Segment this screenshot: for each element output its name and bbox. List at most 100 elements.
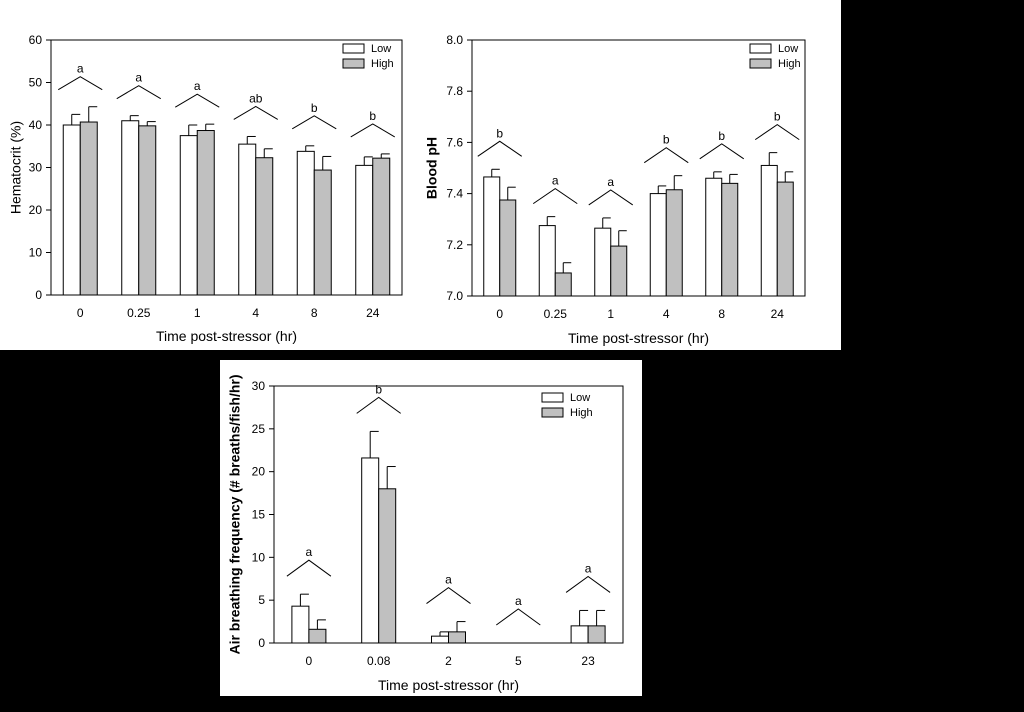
bar-low [431, 635, 449, 644]
bar-low [570, 625, 589, 644]
y-tick-label: 20 [29, 203, 43, 217]
legend-swatch-low [749, 43, 772, 54]
significance-bracket [116, 85, 162, 100]
y-tick-label: 8.0 [446, 33, 463, 47]
x-tick-label: 1 [607, 307, 614, 321]
x-axis-title: Time post-stressor (hr) [156, 328, 297, 344]
significance-bracket [588, 189, 634, 206]
x-tick-label: 0.25 [127, 306, 151, 320]
x-tick-label: 8 [311, 306, 318, 320]
x-tick-label: 24 [366, 306, 380, 320]
significance-bracket [174, 93, 220, 108]
significance-letter: a [585, 561, 592, 575]
bar-high [587, 625, 606, 644]
x-tick-label: 8 [718, 307, 725, 321]
x-axis-title: Time post-stressor (hr) [378, 677, 519, 693]
x-tick-label: 5 [515, 654, 522, 668]
bar-high [313, 169, 332, 296]
bar-low [361, 457, 380, 644]
bar-high [665, 189, 683, 297]
bar-high [448, 631, 466, 644]
bar-high [79, 121, 98, 296]
significance-bracket [477, 140, 523, 157]
y-tick-label: 30 [252, 379, 266, 393]
significance-letter: a [515, 594, 522, 608]
significance-bracket [643, 147, 689, 164]
bar-high [138, 125, 157, 296]
legend-label: High [570, 407, 593, 419]
significance-bracket [699, 143, 745, 160]
bar-low [238, 143, 257, 296]
significance-letter: a [445, 573, 452, 587]
y-tick-label: 7.6 [446, 135, 463, 149]
x-tick-label: 0 [77, 306, 84, 320]
y-axis-title: Air breathing frequency (# breaths/fish/… [227, 374, 243, 654]
y-tick-label: 20 [252, 465, 266, 479]
plot-frame [471, 39, 806, 297]
legend-swatch-high [342, 58, 365, 69]
air-breathing-chart-panel: 0 5 10 15 20 25 30 0 0.08 2 5 23 a b a a a Time post-stre… [220, 360, 642, 696]
bar-high [255, 157, 274, 296]
x-tick-label: 0.25 [544, 307, 568, 321]
bar-high [499, 199, 517, 297]
y-axis-title: Hematocrit (%) [8, 121, 24, 214]
x-tick-label: 1 [194, 306, 201, 320]
significance-bracket [57, 76, 103, 91]
significance-letter: b [774, 110, 781, 124]
y-tick-label: 5 [258, 593, 265, 607]
legend-label: Low [778, 43, 798, 55]
bar-high [776, 181, 794, 297]
x-axis-title: Time post-stressor (hr) [568, 330, 709, 346]
legend-label: High [778, 58, 801, 70]
legend-swatch-high [541, 407, 564, 418]
significance-bracket [426, 586, 471, 604]
y-tick-label: 10 [252, 550, 266, 564]
y-tick-label: 30 [29, 161, 43, 175]
bar-high [372, 157, 391, 296]
significance-letter: a [135, 71, 142, 85]
y-tick-label: 40 [29, 118, 43, 132]
significance-letter: b [311, 101, 318, 115]
y-tick-label: 7.2 [446, 238, 463, 252]
significance-bracket [532, 188, 578, 205]
significance-letter: a [552, 174, 559, 188]
x-tick-label: 24 [771, 307, 785, 321]
bar-high [378, 488, 397, 644]
bar-high [554, 272, 572, 297]
legend-label: Low [570, 392, 590, 404]
y-tick-label: 60 [29, 33, 43, 47]
bar-high [196, 130, 215, 296]
bar-low [649, 193, 667, 297]
x-tick-label: 2 [445, 654, 452, 668]
significance-letter: a [607, 175, 614, 189]
y-tick-label: 0 [258, 636, 265, 650]
significance-bracket [286, 559, 332, 577]
legend-label: High [371, 58, 394, 70]
bar-high [610, 245, 628, 297]
y-tick-label: 7.4 [446, 187, 463, 201]
y-tick-label: 7.8 [446, 84, 463, 98]
significance-bracket [291, 115, 337, 130]
bar-low [538, 225, 556, 297]
blood-ph-chart-panel: 7.0 7.2 7.4 7.6 7.8 8.0 0 0.25 1 4 8 24 b a a b b b Time p… [420, 0, 841, 350]
x-tick-label: 23 [581, 654, 595, 668]
x-tick-label: 4 [663, 307, 670, 321]
x-tick-label: 0.08 [367, 654, 391, 668]
bar-low [62, 124, 81, 296]
legend-swatch-low [541, 392, 564, 403]
x-tick-label: 0 [306, 654, 313, 668]
bar-low [179, 135, 198, 296]
significance-letter: a [77, 62, 84, 76]
significance-letter: b [496, 126, 503, 140]
y-tick-label: 10 [29, 246, 43, 260]
significance-bracket [356, 396, 401, 414]
bar-low [483, 176, 501, 297]
bar-low [705, 177, 723, 297]
significance-letter: b [663, 133, 670, 147]
significance-bracket [565, 575, 611, 593]
legend-label: Low [371, 43, 391, 55]
blood-ph-chart: 7.0 7.2 7.4 7.6 7.8 8.0 0 0.25 1 4 8 24 b a a b b b Time p… [424, 33, 806, 346]
significance-letter: b [718, 129, 725, 143]
significance-letter: a [306, 545, 313, 559]
